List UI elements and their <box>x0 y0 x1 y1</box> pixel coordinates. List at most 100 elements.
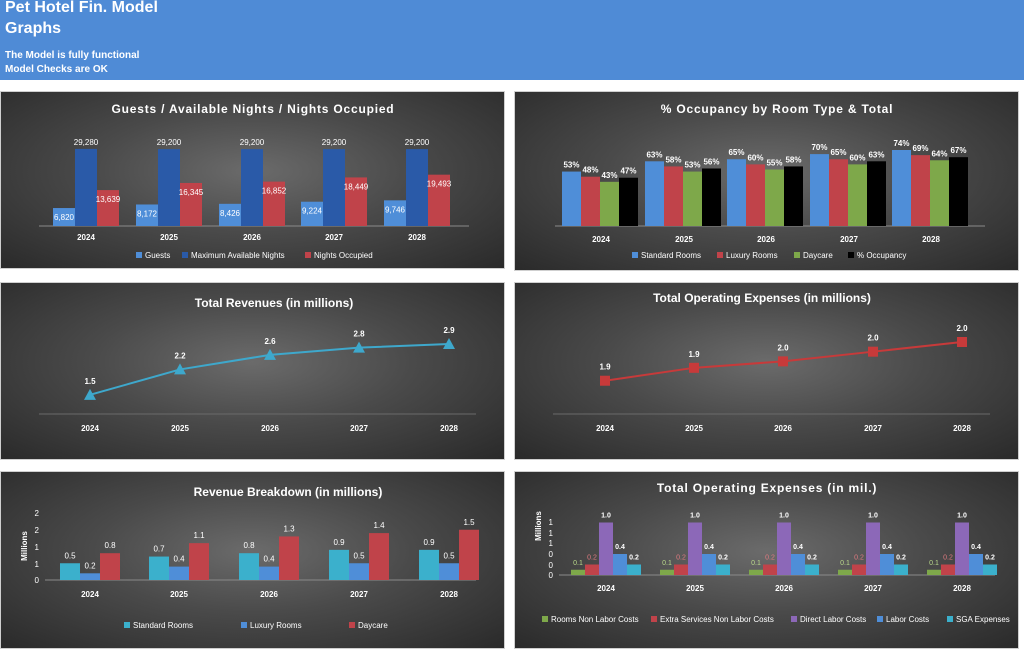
data-label: 8,426 <box>220 209 241 218</box>
data-label: 1.3 <box>283 524 295 533</box>
header-banner: Pet Hotel Fin. Model Graphs The Model is… <box>0 0 1024 80</box>
data-label: 0.2 <box>854 555 864 562</box>
bar <box>746 164 765 226</box>
bar <box>75 148 97 226</box>
x-tick-label: 2028 <box>440 424 458 433</box>
data-label: 29,200 <box>240 138 265 147</box>
x-tick-label: 2028 <box>922 235 940 244</box>
bar <box>619 177 638 226</box>
bar <box>459 529 479 580</box>
data-label: 0.4 <box>615 544 625 551</box>
data-label: 0.5 <box>443 551 455 560</box>
bar <box>805 564 819 575</box>
data-label: 0.2 <box>765 555 775 562</box>
chart-panel-opex-breakdown: Total Operating Expenses (in mil.) Millio… <box>514 471 1019 649</box>
data-label: 13,639 <box>96 195 121 204</box>
x-tick-label: 2027 <box>325 233 343 242</box>
data-label: 58% <box>665 155 681 164</box>
chart-panel-total-opex: Total Operating Expenses (in millions) 1.… <box>514 282 1019 460</box>
x-tick-label: 2027 <box>864 584 882 593</box>
bar <box>664 166 683 226</box>
bar <box>136 204 158 226</box>
legend-swatch <box>632 252 638 258</box>
x-tick-label: 2024 <box>597 584 615 593</box>
bar <box>349 563 369 580</box>
data-label: 0.5 <box>64 551 76 560</box>
occupancy-chart: % Occupancy by Room Type & Total 53% 63% 65… <box>555 102 985 260</box>
x-tick-label: 2024 <box>81 590 99 599</box>
x-tick-label: 2025 <box>686 584 704 593</box>
data-label: 0.2 <box>718 555 728 562</box>
data-label: 1.4 <box>373 521 385 530</box>
bar <box>241 149 263 226</box>
bar <box>763 564 777 575</box>
legend-swatch <box>241 622 247 628</box>
x-tick-label: 2025 <box>171 424 189 433</box>
data-label: 53% <box>563 161 579 170</box>
x-tick-label: 2024 <box>81 424 99 433</box>
chart-title: % Occupancy by Room Type & Total <box>661 102 894 116</box>
legend-entry: Daycare <box>803 251 833 260</box>
bar <box>930 160 949 226</box>
bar <box>941 564 955 575</box>
data-point <box>264 348 276 360</box>
bar <box>702 168 721 226</box>
data-label: 55% <box>766 159 782 168</box>
bar <box>406 149 428 226</box>
data-label: 2.2 <box>174 351 186 360</box>
x-tick-label: 2025 <box>170 590 188 599</box>
data-label: 1.5 <box>84 377 96 386</box>
total-opex-chart: Total Operating Expenses (in millions) 1.… <box>553 291 990 433</box>
bar <box>949 157 968 226</box>
chart-title: Total Operating Expenses (in mil.) <box>657 481 877 495</box>
y-tick-label: 1 <box>549 529 554 538</box>
x-tick-label: 2025 <box>160 233 178 242</box>
x-tick-label: 2027 <box>350 424 368 433</box>
legend-entry: % Occupancy <box>857 251 906 260</box>
data-label: 18,449 <box>344 182 369 191</box>
data-label: 19,493 <box>427 180 452 189</box>
bar <box>892 150 911 226</box>
data-point <box>868 346 878 357</box>
bar <box>562 171 581 226</box>
bar <box>765 169 784 226</box>
legend-entry: Luxury Rooms <box>250 621 302 630</box>
legend-entry: Standard Rooms <box>641 251 701 260</box>
y-tick-label: 1 <box>549 539 554 548</box>
bar <box>301 201 323 226</box>
data-label: 70% <box>811 143 827 152</box>
x-tick-label: 2026 <box>775 584 793 593</box>
y-tick-label: 1 <box>35 543 40 552</box>
bar <box>585 564 599 575</box>
bar <box>158 149 180 226</box>
data-label: 0.2 <box>807 555 817 562</box>
bar <box>439 563 459 580</box>
legend-swatch <box>791 616 797 622</box>
data-point <box>443 338 455 349</box>
data-label: 47% <box>620 167 636 176</box>
data-label: 0.8 <box>243 541 255 550</box>
data-label: 67% <box>950 146 966 155</box>
bar <box>80 573 100 580</box>
y-axis-label: Millions <box>534 511 543 541</box>
legend-entry: Extra Services Non Labor Costs <box>660 615 774 624</box>
bar <box>810 154 829 226</box>
legend-entry: Nights Occupied <box>314 251 373 260</box>
data-label: 1.5 <box>463 518 475 527</box>
chart-panel-total-revenues: Total Revenues (in millions) 1.5 2.2 2.6 2.8… <box>0 282 505 460</box>
data-label: 8,172 <box>137 209 158 218</box>
bar <box>866 522 880 575</box>
bar <box>329 549 349 580</box>
x-tick-label: 2026 <box>261 424 279 433</box>
bar <box>169 566 189 580</box>
model-status: The Model is fully functional <box>5 50 140 61</box>
chart-panel-revenue-breakdown: Revenue Breakdown (in millions) Millions 0… <box>0 471 505 649</box>
legend-entry: Daycare <box>358 621 388 630</box>
bar <box>369 533 389 580</box>
data-label: 58% <box>785 155 801 164</box>
data-label: 65% <box>728 148 744 157</box>
data-label: 1.1 <box>193 531 205 540</box>
bar <box>259 566 279 580</box>
data-label: 60% <box>747 153 763 162</box>
x-tick-label: 2025 <box>675 235 693 244</box>
